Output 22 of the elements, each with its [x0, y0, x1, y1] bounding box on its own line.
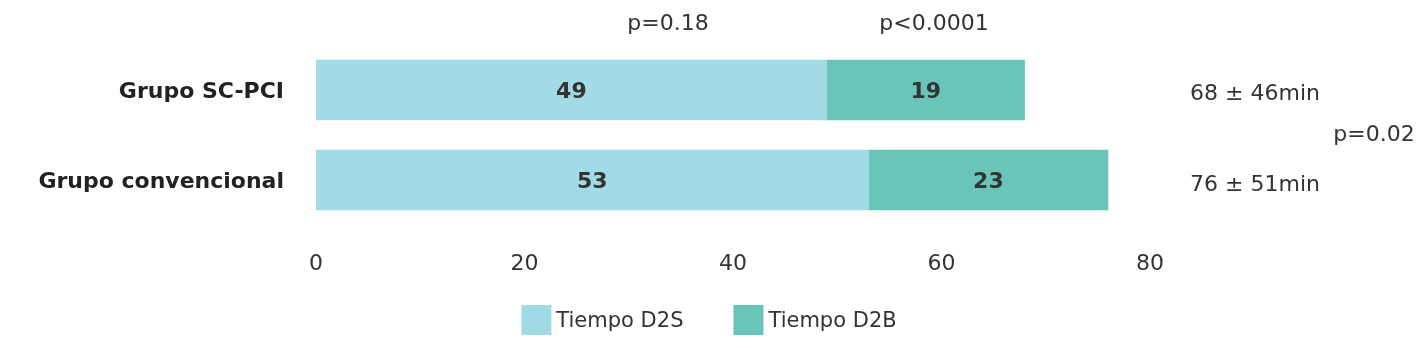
text: p=0.02: [1333, 120, 1415, 146]
x-tick-label: 40: [719, 249, 747, 275]
text: 68 ± 46min: [1190, 79, 1320, 105]
data-label: 19: [910, 77, 942, 103]
bar: [868, 149, 1109, 211]
data-label: 23: [973, 167, 1004, 193]
x-tick-label: 80: [1136, 249, 1164, 275]
x-tick-label: 0: [309, 249, 323, 275]
legend-label: Tiempo D2S: [555, 308, 684, 332]
text: p<0.0001: [879, 9, 989, 35]
x-tick-label: 60: [927, 249, 956, 275]
y-tick-label: Grupo SC-PCI: [118, 77, 284, 103]
text: p=0.18: [627, 9, 709, 35]
data-label: 53: [576, 167, 608, 193]
bar: [826, 59, 1025, 121]
text: 76 ± 51min: [1190, 170, 1320, 196]
legend-label: Tiempo D2B: [767, 308, 897, 332]
data-label: 49: [556, 77, 587, 103]
bar: [316, 59, 827, 121]
x-tick-label: 20: [510, 249, 539, 275]
bar: [316, 149, 869, 211]
y-tick-label: Grupo convencional: [38, 167, 284, 193]
